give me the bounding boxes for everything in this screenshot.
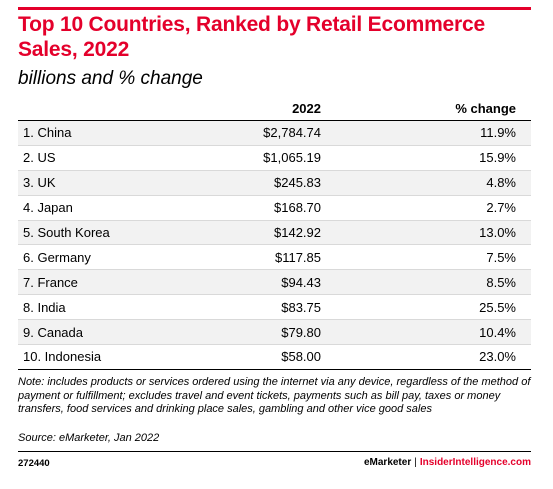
- row-sales-value: $142.92: [274, 225, 321, 240]
- row-percent-change: 4.8%: [486, 175, 516, 191]
- row-country-label: 9. Canada: [23, 324, 83, 340]
- footer-brand: eMarketer | InsiderIntelligence.com: [364, 457, 531, 468]
- row-country-label: 3. UK: [23, 175, 56, 191]
- row-country-label: 5. South Korea: [23, 225, 110, 240]
- table-row: 10. Indonesia $58.00 23.0%: [18, 345, 531, 370]
- brand-separator: |: [414, 457, 417, 468]
- chart-id: 272440: [18, 458, 50, 469]
- table-row: 2. US $1,065.19 15.9%: [18, 145, 531, 171]
- row-country-label: 8. India: [23, 299, 66, 315]
- row-country-label: 6. Germany: [23, 249, 91, 265]
- table-row: 1. China $2,784.74 11.9%: [18, 121, 531, 146]
- table-row: 3. UK $245.83 4.8%: [18, 170, 531, 196]
- row-sales-value: $79.80: [281, 324, 321, 340]
- row-percent-change: 11.9%: [480, 125, 516, 141]
- row-country-label: 4. Japan: [23, 200, 73, 216]
- brand-emarketer: eMarketer: [363, 457, 412, 468]
- row-country-label: 7. France: [23, 274, 78, 290]
- row-percent-change: 8.5%: [486, 274, 516, 290]
- footer-rule: [18, 451, 531, 452]
- table-row: 9. Canada $79.80 10.4%: [18, 320, 531, 346]
- row-country-label: 10. Indonesia: [23, 349, 102, 365]
- row-country-label: 2. US: [23, 150, 56, 166]
- row-percent-change: 7.5%: [486, 249, 516, 265]
- chart-title: Top 10 Countries, Ranked by Retail Ecomm…: [18, 13, 485, 61]
- brand-insider-intelligence: InsiderIntelligence.com: [419, 457, 531, 468]
- row-country-label: 1. China: [23, 125, 72, 141]
- chart-source: Source: eMarketer, Jan 2022: [18, 432, 160, 444]
- row-percent-change: 15.9%: [479, 150, 516, 166]
- row-sales-value: $168.70: [274, 200, 321, 216]
- row-sales-value: $94.43: [281, 274, 321, 290]
- row-sales-value: $2,784.74: [263, 125, 321, 141]
- header-value: 2022: [292, 100, 321, 116]
- top-accent-rule: [18, 7, 531, 10]
- table-row: 5. South Korea $142.92 13.0%: [18, 220, 531, 246]
- table-row: 8. India $83.75 25.5%: [18, 295, 531, 321]
- header-change: % change: [455, 100, 516, 116]
- table-row: 6. Germany $117.85 7.5%: [18, 245, 531, 271]
- row-percent-change: 25.5%: [479, 299, 516, 315]
- row-percent-change: 10.4%: [479, 324, 516, 340]
- row-percent-change: 13.0%: [479, 225, 516, 240]
- row-sales-value: $83.75: [281, 299, 321, 315]
- table-row: 4. Japan $168.70 2.7%: [18, 195, 531, 221]
- chart-subtitle: billions and % change: [18, 68, 203, 89]
- row-sales-value: $1,065.19: [263, 150, 321, 166]
- chart-note: Note: includes products or services orde…: [18, 376, 531, 415]
- row-percent-change: 2.7%: [486, 200, 516, 216]
- data-table: 2022 % change 1. China $2,784.74 11.9% 2. U…: [18, 96, 531, 370]
- row-sales-value: $117.85: [274, 249, 321, 265]
- table-row: 7. France $94.43 8.5%: [18, 270, 531, 296]
- row-sales-value: $58.00: [281, 349, 321, 365]
- row-percent-change: 23.0%: [479, 349, 516, 365]
- table-header-row: 2022 % change: [18, 96, 531, 121]
- row-sales-value: $245.83: [274, 175, 321, 191]
- table-body: 1. China $2,784.74 11.9% 2. US $1,065.19 15.9…: [18, 121, 531, 370]
